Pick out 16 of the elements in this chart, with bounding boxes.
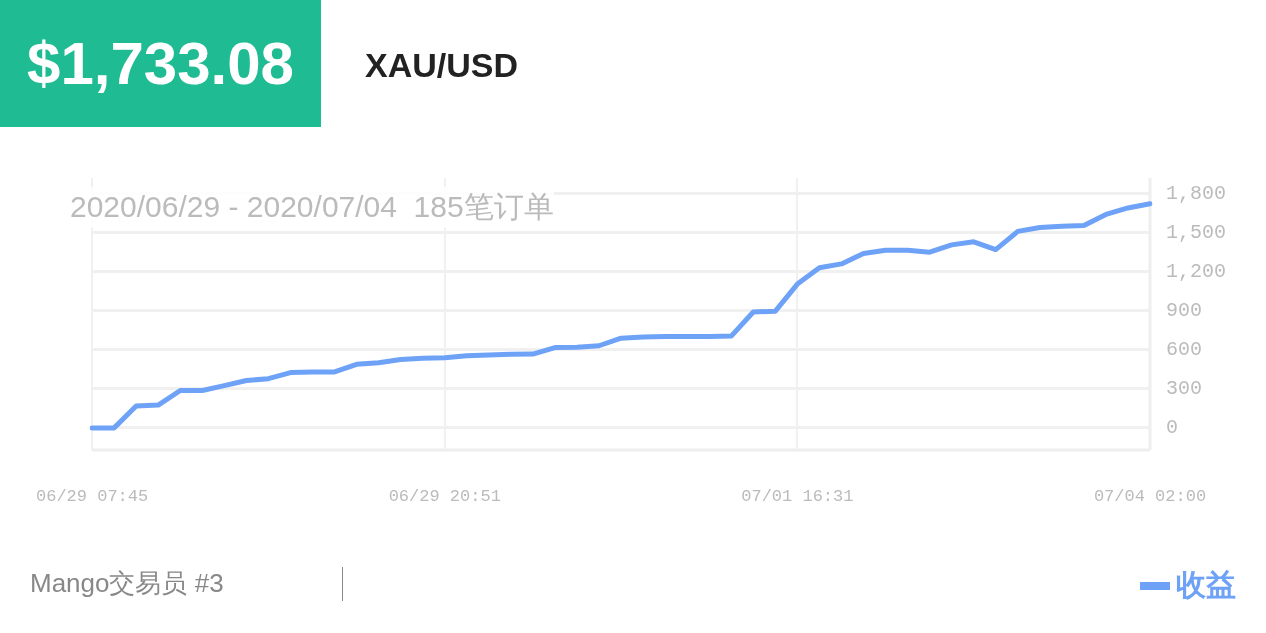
y-tick-label: 600	[1166, 338, 1203, 362]
x-tick-label: 07/01 16:31	[741, 486, 854, 506]
y-tick-label: 0	[1166, 416, 1179, 440]
x-tick-label: 06/29 20:51	[388, 486, 501, 506]
y-tick-label: 1,800	[1166, 181, 1227, 205]
annotation: 2020/06/29 - 2020/07/04 185笔订单	[70, 187, 554, 228]
chart-title: $1,733.08	[0, 0, 321, 127]
y-tick-label: 1,500	[1166, 220, 1227, 244]
x-tick-label: 06/29 07:45	[36, 486, 149, 506]
chart-subtitle: XAU/USD	[365, 46, 519, 85]
y-tick-label: 900	[1166, 299, 1203, 323]
y-tick-label: 1,200	[1166, 260, 1227, 283]
legend-label: 收益	[1176, 566, 1236, 604]
y-tick-label: 300	[1166, 377, 1203, 401]
text: Mango交易员 #3	[30, 567, 224, 600]
x-tick-label: 07/04 02:00	[1093, 486, 1207, 506]
